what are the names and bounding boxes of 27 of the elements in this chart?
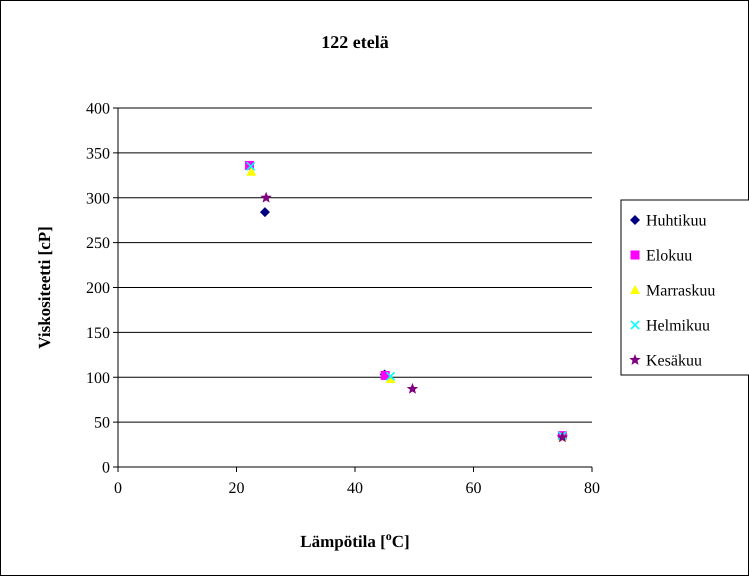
point (246, 166, 256, 176)
point (386, 372, 396, 382)
legend-label: Elokuu (646, 248, 692, 265)
x-axis-title: Lämpötila [$^{o}$C] (300, 529, 410, 551)
y-tick-label: 50 (94, 414, 110, 432)
y-tick-label: 250 (86, 235, 110, 252)
y-tick-label: 100 (86, 370, 110, 387)
chart-title: 122 etelä (321, 32, 389, 52)
legend-label: Marraskuu (646, 282, 716, 300)
x-tick-label: 0 (114, 480, 122, 497)
point (406, 382, 418, 394)
x-tick-label: 80 (584, 480, 600, 497)
point (260, 192, 272, 203)
legend-label: Helmikuu (646, 318, 710, 335)
y-tick-label: 400 (86, 100, 110, 118)
point (260, 207, 270, 218)
x-tick-label: 60 (466, 480, 482, 497)
x-tick-label: 40 (347, 480, 363, 497)
legend-label: Huhtikuu (646, 212, 706, 230)
x-tick-label: 20 (228, 480, 244, 497)
y-tick-label: 350 (86, 145, 110, 162)
y-axis-title: Viskositeetti [cP] (35, 226, 54, 349)
y-tick-label: 0 (102, 460, 110, 477)
y-tick-label: 200 (86, 280, 110, 298)
y-tick-label: 150 (86, 324, 110, 342)
legend-label: Kesäkuu (646, 352, 702, 370)
y-tick-label: 300 (86, 190, 110, 208)
